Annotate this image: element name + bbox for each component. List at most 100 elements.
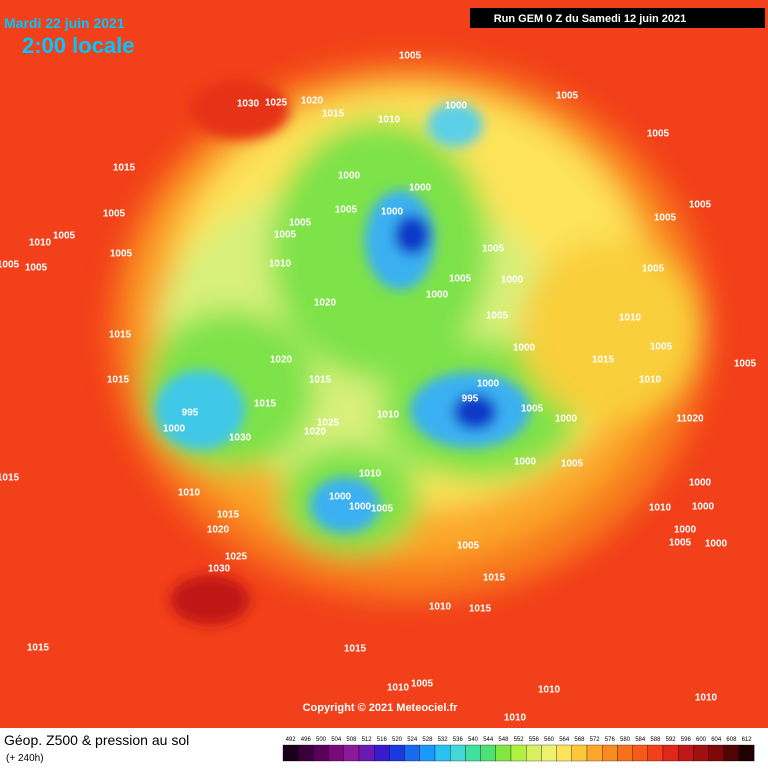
isobar-label: 1000 xyxy=(349,502,372,513)
isobar-label: 1005 xyxy=(647,129,670,140)
scale-label: 520 xyxy=(392,737,403,743)
isobar-label: 1015 xyxy=(109,330,132,341)
isobar-label: 1005 xyxy=(411,679,434,690)
scale-label: 600 xyxy=(696,737,707,743)
color-scale: 492 496 500 504 508 512 516 520 524 528 532 536 540 5… xyxy=(282,737,755,762)
isobar-label: 1005 xyxy=(650,342,673,353)
scale-swatch xyxy=(602,744,618,762)
isobar-label: 1015 xyxy=(107,375,130,386)
isobar-label: 1015 xyxy=(309,375,332,386)
scale-label: 548 xyxy=(498,737,509,743)
isobar-label: 1005 xyxy=(371,504,394,515)
scale-swatch xyxy=(662,744,679,762)
scale-swatch xyxy=(571,744,588,762)
field xyxy=(0,0,768,728)
isobar-label: 1025 xyxy=(317,418,340,429)
scale-swatch xyxy=(419,744,436,762)
isobar-label: 1005 xyxy=(654,213,677,224)
run-label: Run GEM 0 Z du Samedi 12 juin 2021 xyxy=(494,13,687,25)
scale-label: 580 xyxy=(620,737,631,743)
isobar-label: 1000 xyxy=(329,492,352,503)
scale-swatch xyxy=(389,744,405,762)
scale-label: 556 xyxy=(529,737,540,743)
scale-label: 568 xyxy=(574,737,585,743)
isobar-label: 1005 xyxy=(335,205,358,216)
isobar-label: 1000 xyxy=(409,183,432,194)
isobar-label: 1030 xyxy=(229,433,252,444)
isobar-label: 1025 xyxy=(265,98,288,109)
isobar-label: 1000 xyxy=(513,343,536,354)
scale-swatch xyxy=(647,744,664,762)
isobar-label: 1005 xyxy=(25,263,48,274)
isobar-label: 1010 xyxy=(504,713,527,724)
isobar-label: 1005 xyxy=(449,274,472,285)
scale-label: 576 xyxy=(605,737,616,743)
scale-label: 544 xyxy=(483,737,494,743)
isobar-label: 1010 xyxy=(639,375,662,386)
isobar-label: 1010 xyxy=(377,410,400,421)
isobar-label: 1005 xyxy=(110,249,133,260)
scale-label: 588 xyxy=(650,737,661,743)
isobar-label: 1015 xyxy=(217,510,240,521)
isobar-label: 1015 xyxy=(322,109,345,120)
scale-swatch xyxy=(510,744,527,762)
isobar-label: 995 xyxy=(182,408,199,419)
scale-label: 536 xyxy=(453,737,464,743)
isobar-label: 1005 xyxy=(642,264,665,275)
scale-swatch xyxy=(358,744,375,762)
isobar-label: 1015 xyxy=(113,163,136,174)
isobar-label: 1030 xyxy=(208,564,231,575)
isobar-label: 1010 xyxy=(178,488,201,499)
isobar-label: 1010 xyxy=(387,683,410,694)
isobar-label: 1025 xyxy=(225,552,248,563)
isobar-label: 1005 xyxy=(103,209,126,220)
scale-swatch xyxy=(282,744,299,762)
scale-label: 496 xyxy=(301,737,312,743)
isobar-label: 1005 xyxy=(399,51,422,62)
time: 2:00 locale xyxy=(22,33,135,58)
scale-label: 500 xyxy=(316,737,327,743)
scale-swatch xyxy=(708,744,724,762)
scale-label: 492 xyxy=(286,737,297,743)
isobar-label: 1015 xyxy=(27,643,50,654)
scale-label: 512 xyxy=(362,737,373,743)
scale-swatch xyxy=(495,744,512,762)
isobar-label: 1000 xyxy=(163,424,186,435)
scale-swatch xyxy=(723,744,740,762)
scale-label: 572 xyxy=(590,737,601,743)
isobar-label: 1010 xyxy=(269,259,292,270)
scale-swatch xyxy=(693,744,709,762)
isobar-label: 1000 xyxy=(338,171,361,182)
scale-swatch xyxy=(313,744,329,762)
isobar-label: 1015 xyxy=(469,604,492,615)
isobar-label: 1005 xyxy=(0,260,20,271)
isobar-label: 11020 xyxy=(676,414,704,425)
isobar-label: 1005 xyxy=(289,218,312,229)
isobar-label: 1020 xyxy=(301,96,324,107)
isobar-label: 1005 xyxy=(274,230,297,241)
scale-swatch xyxy=(632,744,648,762)
isobar-label: 1000 xyxy=(692,502,715,513)
isobar-label: 1000 xyxy=(501,275,524,286)
isobar-label: 1015 xyxy=(592,355,615,366)
scale-label: 564 xyxy=(559,737,570,743)
isobar-label: 1010 xyxy=(538,685,561,696)
scale-label: 516 xyxy=(377,737,388,743)
isobar-label: 1015 xyxy=(344,644,367,655)
isobar-label: 1010 xyxy=(378,115,401,126)
scale-label: 528 xyxy=(422,737,433,743)
isobar-label: 1000 xyxy=(426,290,449,301)
isobar-label: 1005 xyxy=(669,538,692,549)
scale-swatch xyxy=(328,744,344,762)
isobar-label: 1005 xyxy=(457,541,480,552)
scale-swatch xyxy=(556,744,572,762)
scale-swatch xyxy=(738,744,755,762)
isobar-label: 1020 xyxy=(304,427,327,438)
scale-swatch xyxy=(374,744,390,762)
scale-label: 612 xyxy=(742,737,753,743)
scale-swatch xyxy=(541,744,557,762)
scale-label: 540 xyxy=(468,737,479,743)
